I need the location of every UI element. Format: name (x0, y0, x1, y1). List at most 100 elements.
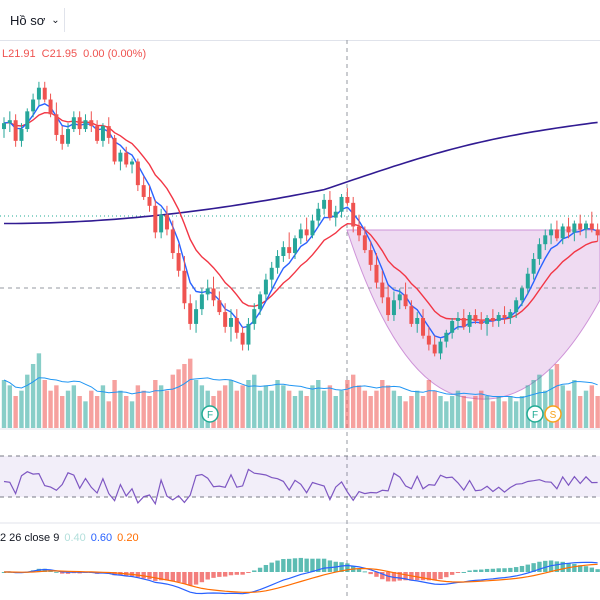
candle-body (304, 229, 309, 236)
volume-bar (385, 385, 391, 428)
macd-histogram-bar (275, 560, 280, 572)
macd-line (3, 561, 598, 595)
volume-bar (455, 390, 461, 428)
volume-bar (380, 380, 385, 428)
event-marker-label: S (550, 410, 557, 421)
candle-body (566, 226, 571, 233)
candle-body (543, 235, 548, 245)
macd-histogram-bar (479, 569, 484, 572)
macd-histogram-bar (141, 572, 146, 579)
macd-histogram-bar (269, 562, 274, 572)
volume-bar (554, 364, 560, 428)
macd-histogram-bar (199, 572, 205, 583)
candle-body (298, 229, 303, 239)
macd-histogram-bar (153, 572, 158, 581)
volume-bar (490, 401, 496, 428)
volume-bar (444, 401, 449, 428)
volume-bar (409, 396, 414, 428)
volume-bar (48, 390, 53, 428)
candle-body (584, 223, 588, 230)
volume-bar (118, 390, 123, 428)
macd-histogram-bar (444, 572, 449, 578)
macd-histogram-bar (374, 572, 379, 577)
rsi-band (0, 456, 600, 497)
volume-bar (77, 396, 82, 428)
volume-bar (397, 396, 402, 428)
candle-body (228, 318, 233, 327)
volume-bar (42, 380, 47, 428)
volume-bar (228, 380, 234, 428)
candle-body (275, 256, 280, 268)
candle-body (48, 99, 53, 115)
candle-body (199, 294, 204, 310)
candle-body (455, 318, 460, 321)
event-marker-circle (544, 405, 562, 423)
macd-histogram-bar (263, 564, 269, 572)
candle-body (351, 202, 356, 227)
candle-body (252, 309, 257, 324)
macd-histogram-bar (403, 572, 408, 581)
macd-histogram-bar (281, 559, 286, 572)
volume-bar (531, 380, 536, 428)
candle-body (345, 196, 350, 203)
macd-histogram-bar (455, 572, 461, 573)
volume-bar (362, 390, 368, 428)
candle-body (531, 258, 536, 274)
candle-body (240, 332, 245, 345)
candle-body (205, 288, 210, 295)
volume-bar (246, 380, 251, 428)
candle-body (502, 315, 507, 318)
candle-body (89, 120, 94, 127)
volume-bar (473, 396, 478, 428)
macd-histogram-bar (525, 564, 530, 572)
macd-histogram-bar (1, 572, 7, 573)
macd-histogram-bar (65, 572, 71, 574)
volume-bar (304, 396, 309, 428)
volume-bar (252, 374, 257, 428)
macd-histogram-bar (234, 572, 239, 575)
macd-histogram-bar (345, 563, 350, 572)
macd-histogram-bar (164, 572, 170, 581)
candle-body (188, 303, 193, 324)
candle-body (13, 120, 18, 141)
volume-bar (333, 396, 338, 428)
macd-histogram-bar (589, 567, 595, 572)
macd-histogram-bar (316, 558, 321, 572)
macd-histogram-bar (211, 572, 216, 578)
candle-body (432, 344, 437, 354)
volume-bar (89, 390, 94, 428)
candle-body (112, 137, 117, 162)
candle-body (153, 205, 158, 233)
macd-histogram-bar (321, 558, 327, 572)
volume-bar (525, 385, 530, 428)
candle-body (327, 199, 332, 218)
candle-body (589, 223, 594, 230)
candle-body (141, 185, 146, 197)
volume-bar (94, 396, 100, 428)
volume-bar (188, 358, 193, 428)
macd-histogram-bar (252, 570, 257, 572)
macd-histogram-bar (327, 560, 333, 572)
volume-bar (286, 390, 292, 428)
candle-body (415, 318, 420, 324)
candle-body (77, 117, 82, 130)
candle-body (473, 315, 478, 321)
volume-bar (351, 374, 356, 428)
volume-bar (577, 396, 583, 428)
candle-body (182, 270, 187, 304)
candle-body (537, 244, 542, 259)
volume-bar (356, 385, 362, 428)
macd-histogram-bar (205, 572, 210, 580)
macd-histogram-bar (240, 572, 245, 575)
profile-dropdown-button[interactable]: Hồ sơ ⌄ (4, 8, 66, 32)
candle-body (339, 196, 344, 212)
candle-body (549, 229, 554, 236)
macd-histogram-bar (537, 561, 542, 572)
volume-bar (537, 374, 542, 428)
macd-histogram-bar (292, 558, 298, 572)
volume-bar (19, 390, 24, 428)
macd-histogram-bar (438, 572, 443, 580)
ohlc-legend: L21.91 C21.95 0.00 (0.00%) (2, 48, 152, 60)
macd-histogram-bar (415, 572, 420, 581)
